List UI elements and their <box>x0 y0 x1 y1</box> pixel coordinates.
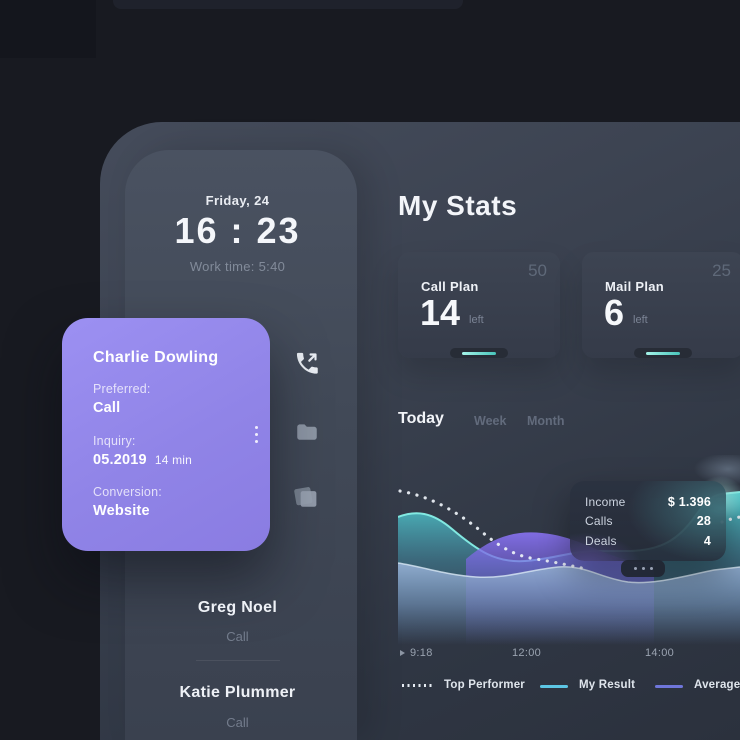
call-plan-progress <box>450 348 508 358</box>
foreground-area-line <box>398 562 740 584</box>
legend-swatch-top-performer <box>402 684 434 687</box>
x-tick-start: 9:18 <box>400 647 433 659</box>
stats-area-chart[interactable] <box>398 455 740 645</box>
progress-bar <box>462 351 496 355</box>
chart-tooltip: Income $ 1.396 Calls 28 Deals 4 <box>570 481 726 577</box>
mail-plan-progress <box>634 348 692 358</box>
tooltip-drag-handle[interactable] <box>621 560 665 577</box>
progress-bar <box>646 351 680 355</box>
legend-label-top-performer: Top Performer <box>444 679 525 691</box>
contact-card[interactable]: Charlie Dowling Preferred: Call Inquiry:… <box>62 318 270 551</box>
tab-today[interactable]: Today <box>398 410 444 427</box>
contact-divider <box>196 660 280 661</box>
x-tick-label: 12:00 <box>512 647 542 659</box>
tab-month[interactable]: Month <box>527 414 565 428</box>
contact-method-greg: Call <box>226 629 249 644</box>
mail-plan-title: Mail Plan <box>605 279 665 294</box>
legend-label-average: Average <box>694 679 740 691</box>
call-plan-remaining: 14 <box>420 292 461 333</box>
work-time-label: Work time: 5:40 <box>189 259 286 274</box>
page-title: My Stats <box>398 190 518 221</box>
call-plan-unit: left <box>469 313 484 326</box>
mail-plan-remaining: 6 <box>604 292 625 333</box>
tab-week[interactable]: Week <box>474 414 507 428</box>
phone-outgoing-icon <box>293 350 320 382</box>
mail-plan-unit: left <box>633 313 648 326</box>
stat-card-mail-plan[interactable]: 25 Mail Plan 6 left <box>582 252 740 358</box>
tooltip-value-calls: 28 <box>696 514 711 529</box>
x-tick-afternoon: 14:00 <box>645 647 674 659</box>
field-value-inquiry: 05.2019 14 min <box>93 452 192 468</box>
card-menu-button[interactable] <box>247 418 266 451</box>
x-tick-label: 9:18 <box>410 647 433 659</box>
legend-swatch-average <box>655 685 683 688</box>
tooltip-value-deals: 4 <box>703 533 711 548</box>
inquiry-duration: 14 min <box>154 453 193 467</box>
contact-list-item-greg[interactable]: Greg Noel <box>197 599 278 616</box>
clock-time: 16 : 23 <box>174 210 301 251</box>
field-label-preferred: Preferred: <box>93 382 151 396</box>
contact-method-katie: Call <box>226 715 249 730</box>
tooltip-label-deals: Deals <box>585 533 617 548</box>
call-plan-quota: 50 <box>528 261 547 280</box>
x-tick-noon: 12:00 <box>512 647 541 659</box>
legend-swatch-my-result <box>540 685 568 688</box>
tooltip-value-income: $ 1.396 <box>667 494 711 509</box>
stat-card-call-plan[interactable]: 50 Call Plan 14 left <box>398 252 560 358</box>
mail-plan-quota: 25 <box>712 261 731 280</box>
call-plan-title: Call Plan <box>421 279 479 294</box>
x-tick-label: 14:00 <box>645 647 675 659</box>
folder-icon <box>294 419 320 450</box>
legend-label-my-result: My Result <box>579 679 636 691</box>
foreground-area <box>398 563 740 645</box>
folder-button[interactable] <box>292 419 322 449</box>
series-top-performer-dotted-right <box>720 515 740 524</box>
field-value-preferred: Call <box>93 400 121 416</box>
field-label-inquiry: Inquiry: <box>93 434 136 448</box>
background-corner-patch <box>0 0 96 58</box>
copy-icon <box>291 482 320 516</box>
clock-date: Friday, 24 <box>205 193 270 208</box>
contact-list-item-katie[interactable]: Katie Plummer <box>179 684 296 701</box>
tooltip-label-income: Income <box>585 494 626 509</box>
tooltip-label-calls: Calls <box>585 514 613 529</box>
field-label-conversion: Conversion: <box>93 485 162 499</box>
play-marker-icon <box>400 650 405 656</box>
copy-button[interactable] <box>290 484 320 514</box>
inquiry-date: 05.2019 <box>93 452 147 468</box>
background-band <box>113 0 463 9</box>
contact-name: Charlie Dowling <box>93 349 219 366</box>
field-value-conversion: Website <box>93 503 150 519</box>
phone-call-button[interactable] <box>291 351 321 381</box>
